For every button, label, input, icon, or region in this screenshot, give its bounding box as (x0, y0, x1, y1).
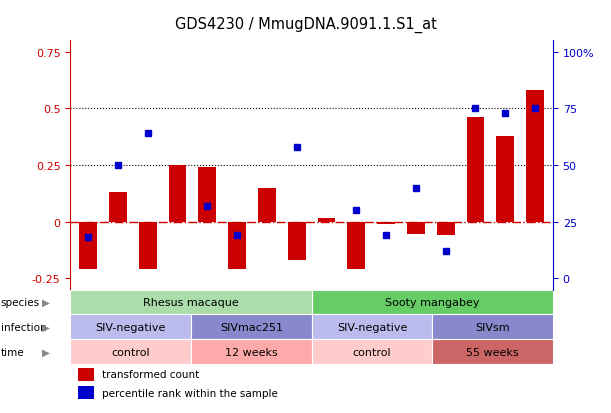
Text: ▶: ▶ (42, 297, 51, 307)
Text: GSM742051: GSM742051 (262, 291, 271, 346)
Bar (312, 290, 553, 315)
Text: SIV-negative: SIV-negative (95, 322, 166, 332)
Text: GSM742050: GSM742050 (233, 291, 241, 346)
Bar (433, 339, 553, 364)
Text: GSM742066: GSM742066 (530, 291, 540, 346)
Bar (228, 222, 246, 270)
Bar (348, 222, 365, 270)
Text: percentile rank within the sample: percentile rank within the sample (101, 388, 277, 398)
Text: SIVmac251: SIVmac251 (220, 322, 283, 332)
Text: infection: infection (1, 322, 46, 332)
Bar (79, 222, 97, 270)
Text: GSM742059: GSM742059 (411, 291, 420, 346)
Text: species: species (1, 297, 40, 307)
Text: GSM742064: GSM742064 (501, 291, 510, 346)
Bar (70, 315, 191, 339)
Text: GSM742062: GSM742062 (471, 291, 480, 346)
Bar (377, 222, 395, 224)
Bar (496, 136, 514, 222)
Text: GSM742048: GSM742048 (173, 291, 182, 346)
Text: Sooty mangabey: Sooty mangabey (385, 297, 480, 307)
Text: ▶: ▶ (42, 347, 51, 357)
Bar (78, 386, 95, 399)
Text: transformed count: transformed count (101, 370, 199, 380)
Bar (467, 118, 485, 222)
Bar (199, 168, 216, 222)
Bar (407, 222, 425, 235)
Text: GSM742046: GSM742046 (114, 291, 122, 346)
Bar (70, 290, 312, 315)
Text: GSM742049: GSM742049 (203, 291, 212, 346)
Text: control: control (111, 347, 150, 357)
Bar (169, 166, 186, 222)
Text: 12 weeks: 12 weeks (225, 347, 277, 357)
Bar (191, 339, 312, 364)
Text: SIVsm: SIVsm (475, 322, 510, 332)
Bar (312, 315, 433, 339)
Bar (109, 193, 127, 222)
Text: 55 weeks: 55 weeks (466, 347, 519, 357)
Bar (139, 222, 156, 270)
Text: GDS4230 / MmugDNA.9091.1.S1_at: GDS4230 / MmugDNA.9091.1.S1_at (175, 17, 436, 33)
Text: GSM742060: GSM742060 (441, 291, 450, 346)
Text: GSM742047: GSM742047 (143, 291, 152, 346)
Bar (191, 315, 312, 339)
Text: GSM742052: GSM742052 (292, 291, 301, 346)
Text: GSM742045: GSM742045 (84, 291, 93, 346)
Text: GSM742056: GSM742056 (382, 291, 390, 346)
Text: SIV-negative: SIV-negative (337, 322, 407, 332)
Bar (526, 91, 544, 222)
Bar (312, 339, 433, 364)
Text: GSM742053: GSM742053 (322, 291, 331, 346)
Bar (288, 222, 306, 261)
Bar (437, 222, 455, 236)
Text: GSM742054: GSM742054 (352, 291, 361, 346)
Text: Rhesus macaque: Rhesus macaque (143, 297, 239, 307)
Bar (78, 368, 95, 381)
Text: time: time (1, 347, 24, 357)
Bar (258, 188, 276, 222)
Bar (318, 219, 335, 222)
Bar (433, 315, 553, 339)
Text: ▶: ▶ (42, 322, 51, 332)
Bar (70, 339, 191, 364)
Text: control: control (353, 347, 391, 357)
